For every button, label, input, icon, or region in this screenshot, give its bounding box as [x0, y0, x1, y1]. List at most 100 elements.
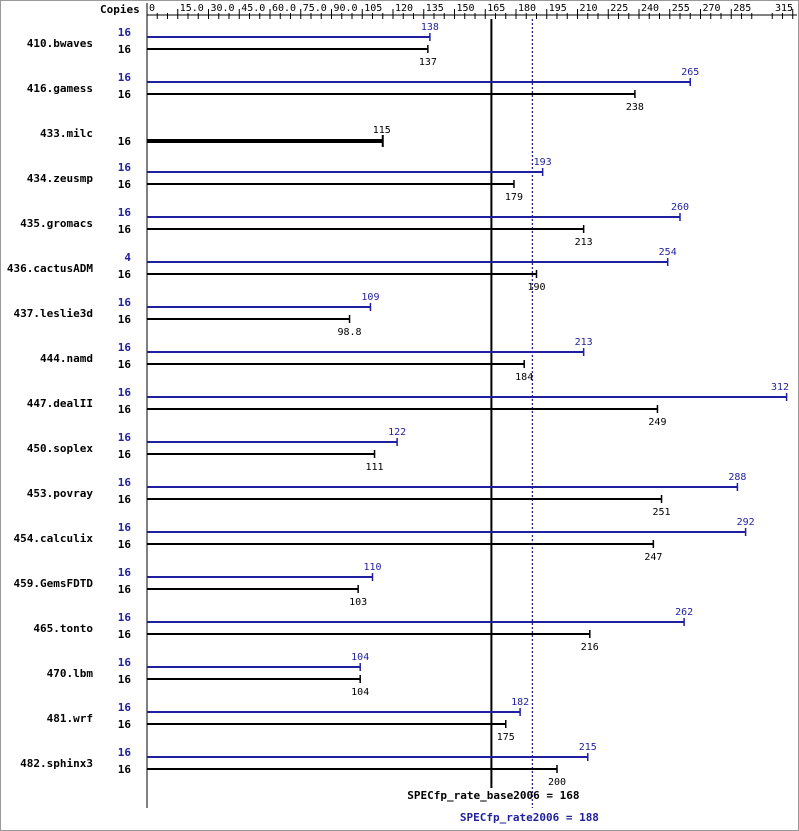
base-copies: 16 — [118, 448, 132, 461]
benchmark-row: 465.tonto 16 262 16 216 — [33, 607, 693, 653]
benchmark-name: 444.namd — [40, 352, 93, 365]
base-value-label: 249 — [648, 417, 666, 428]
base-copies: 16 — [118, 493, 132, 506]
x-tick-label: 90.0 — [334, 3, 358, 14]
base-copies: 16 — [118, 718, 132, 731]
peak-copies: 16 — [118, 521, 132, 534]
x-tick-label: 165 — [487, 3, 505, 14]
x-tick-label: 120 — [395, 3, 413, 14]
peak-value-label: 182 — [511, 697, 529, 708]
base-copies: 16 — [118, 43, 132, 56]
base-copies: 16 — [118, 178, 132, 191]
x-tick-label: 195 — [549, 3, 567, 14]
peak-copies: 16 — [118, 566, 132, 579]
benchmark-row: 450.soplex 16 122 16 111 — [27, 427, 406, 473]
base-value-label: 111 — [366, 462, 384, 473]
x-tick-label: 240 — [641, 3, 659, 14]
base-value-label: 179 — [505, 192, 523, 203]
x-tick-label: 105 — [364, 3, 382, 14]
peak-value-label: 138 — [421, 22, 439, 33]
benchmark-name: 437.leslie3d — [14, 307, 93, 320]
x-tick-label: 270 — [703, 3, 721, 14]
benchmark-row: 444.namd 16 213 16 184 — [40, 337, 593, 383]
benchmark-row: 433.milc 16 115 — [40, 119, 391, 151]
base-value-label: 98.8 — [337, 327, 361, 338]
x-tick-label: 0 — [149, 3, 155, 14]
benchmark-row: 482.sphinx3 16 215 16 200 — [20, 742, 597, 788]
x-tick-label: 255 — [672, 3, 690, 14]
base-value-label: 200 — [548, 777, 566, 788]
base-copies: 16 — [118, 358, 132, 371]
x-tick-label: 15.0 — [180, 3, 204, 14]
base-copies: 16 — [118, 313, 132, 326]
peak-copies: 16 — [118, 701, 132, 714]
peak-copies: 16 — [118, 386, 132, 399]
benchmark-name: 450.soplex — [27, 442, 94, 455]
benchmark-row: 436.cactusADM 4 254 16 190 — [7, 247, 677, 293]
peak-copies: 16 — [118, 656, 132, 669]
base-copies: 16 — [118, 763, 132, 776]
benchmark-row: 453.povray 16 288 16 251 — [27, 472, 747, 518]
benchmark-name: 416.gamess — [27, 82, 93, 95]
peak-value-label: 262 — [675, 607, 693, 618]
benchmark-name: 433.milc — [40, 127, 93, 140]
peak-copies: 16 — [118, 296, 132, 309]
x-tick-label: 45.0 — [241, 3, 265, 14]
benchmark-name: 434.zeusmp — [27, 172, 94, 185]
peak-copies: 16 — [118, 341, 132, 354]
x-tick-label: 180 — [518, 3, 536, 14]
peak-summary-label: SPECfp_rate2006 = 188 — [460, 811, 599, 824]
benchmark-row: 459.GemsFDTD 16 110 16 103 — [14, 562, 382, 608]
peak-copies: 16 — [118, 611, 132, 624]
benchmark-name: 482.sphinx3 — [20, 757, 93, 770]
base-value-label: 175 — [497, 732, 515, 743]
peak-copies: 16 — [118, 71, 132, 84]
base-summary-label: SPECfp_rate_base2006 = 168 — [407, 789, 579, 802]
peak-value-label: 260 — [671, 202, 689, 213]
base-value-label: 137 — [419, 57, 437, 68]
peak-copies: 16 — [118, 431, 132, 444]
base-copies: 16 — [118, 403, 132, 416]
x-tick-label: 30.0 — [211, 3, 235, 14]
base-value-label: 216 — [581, 642, 599, 653]
peak-value-label: 292 — [737, 517, 755, 528]
base-value-label: 184 — [515, 372, 533, 383]
base-value-label: 251 — [653, 507, 671, 518]
base-copies: 16 — [118, 223, 132, 236]
base-copies: 16 — [118, 268, 132, 281]
benchmark-row: 410.bwaves 16 138 16 137 — [27, 22, 439, 68]
x-tick-label: 285 — [733, 3, 751, 14]
benchmark-name: 481.wrf — [47, 712, 93, 725]
benchmark-row: 434.zeusmp 16 193 16 179 — [27, 157, 552, 203]
peak-value-label: 193 — [534, 157, 552, 168]
peak-copies: 16 — [118, 206, 132, 219]
base-value-label: 213 — [575, 237, 593, 248]
benchmark-name: 410.bwaves — [27, 37, 93, 50]
x-tick-label: 135 — [426, 3, 444, 14]
base-copies: 16 — [118, 88, 132, 101]
base-copies: 16 — [118, 673, 132, 686]
peak-copies: 16 — [118, 26, 132, 39]
base-value-label: 103 — [349, 597, 367, 608]
x-tick-label: 225 — [610, 3, 628, 14]
peak-value-label: 110 — [363, 562, 381, 573]
benchmark-row: 470.lbm 16 104 16 104 — [47, 652, 370, 698]
x-tick-label: 150 — [457, 3, 475, 14]
x-tick-label: 315 — [775, 3, 793, 14]
x-tick-label: 75.0 — [303, 3, 327, 14]
benchmark-rows: 410.bwaves 16 138 16 137 416.gamess 16 265 16 238… — [7, 22, 789, 788]
base-copies: 16 — [118, 628, 132, 641]
benchmark-row: 454.calculix 16 292 16 247 — [14, 517, 755, 563]
benchmark-row: 416.gamess 16 265 16 238 — [27, 67, 700, 113]
benchmark-name: 436.cactusADM — [7, 262, 93, 275]
base-copies: 16 — [118, 583, 132, 596]
base-value-label: 115 — [373, 125, 391, 136]
base-value-label: 190 — [527, 282, 545, 293]
benchmark-name: 454.calculix — [14, 532, 94, 545]
peak-value-label: 288 — [728, 472, 746, 483]
benchmark-name: 447.dealII — [27, 397, 93, 410]
peak-value-label: 109 — [361, 292, 379, 303]
